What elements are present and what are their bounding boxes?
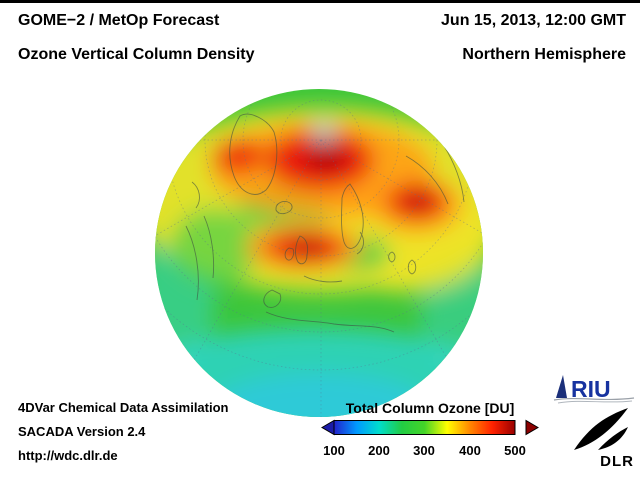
- globe-svg: [155, 89, 483, 417]
- top-border: [0, 0, 640, 3]
- assimilation-label: 4DVar Chemical Data Assimilation: [18, 400, 229, 415]
- riu-logo: RIU: [552, 372, 636, 404]
- colorbar-tick: 100: [323, 443, 345, 458]
- riu-logo-text: RIU: [571, 376, 611, 402]
- wdc-url: http://wdc.dlr.de: [18, 448, 118, 463]
- colorbar-tick: 400: [459, 443, 481, 458]
- colorbar: Total Column Ozone [DU] 100: [321, 400, 539, 460]
- dlr-wing-icon: [574, 408, 628, 450]
- colorbar-gradient: [321, 419, 539, 436]
- riu-logo-svg: RIU: [553, 375, 635, 404]
- version-label: SACADA Version 2.4: [18, 424, 146, 439]
- ozone-field: [155, 108, 483, 417]
- datetime-label: Jun 15, 2013, 12:00 GMT: [441, 12, 626, 29]
- ozone-globe: [154, 88, 484, 418]
- riu-sail-icon: [556, 375, 567, 398]
- colorbar-tick: 200: [368, 443, 390, 458]
- colorbar-right-arrow: [525, 419, 539, 436]
- colorbar-tick: 300: [413, 443, 435, 458]
- colorbar-tick: 500: [504, 443, 526, 458]
- colorbar-body: [333, 420, 516, 435]
- riu-swoosh-line: [557, 400, 633, 404]
- riu-swoosh-line: [553, 397, 635, 401]
- colorbar-title: Total Column Ozone [DU]: [345, 400, 515, 416]
- colorbar-left-arrow: [321, 419, 335, 436]
- colorbar-ticks: 100 200 300 400 500: [321, 443, 539, 460]
- dlr-logo: DLR: [572, 406, 634, 472]
- region-label: Northern Hemisphere: [462, 46, 626, 63]
- product-subtitle: Ozone Vertical Column Density: [18, 46, 255, 63]
- dlr-logo-text: DLR: [600, 453, 634, 470]
- coastlines: [185, 113, 465, 333]
- product-title: GOME−2 / MetOp Forecast: [18, 12, 220, 29]
